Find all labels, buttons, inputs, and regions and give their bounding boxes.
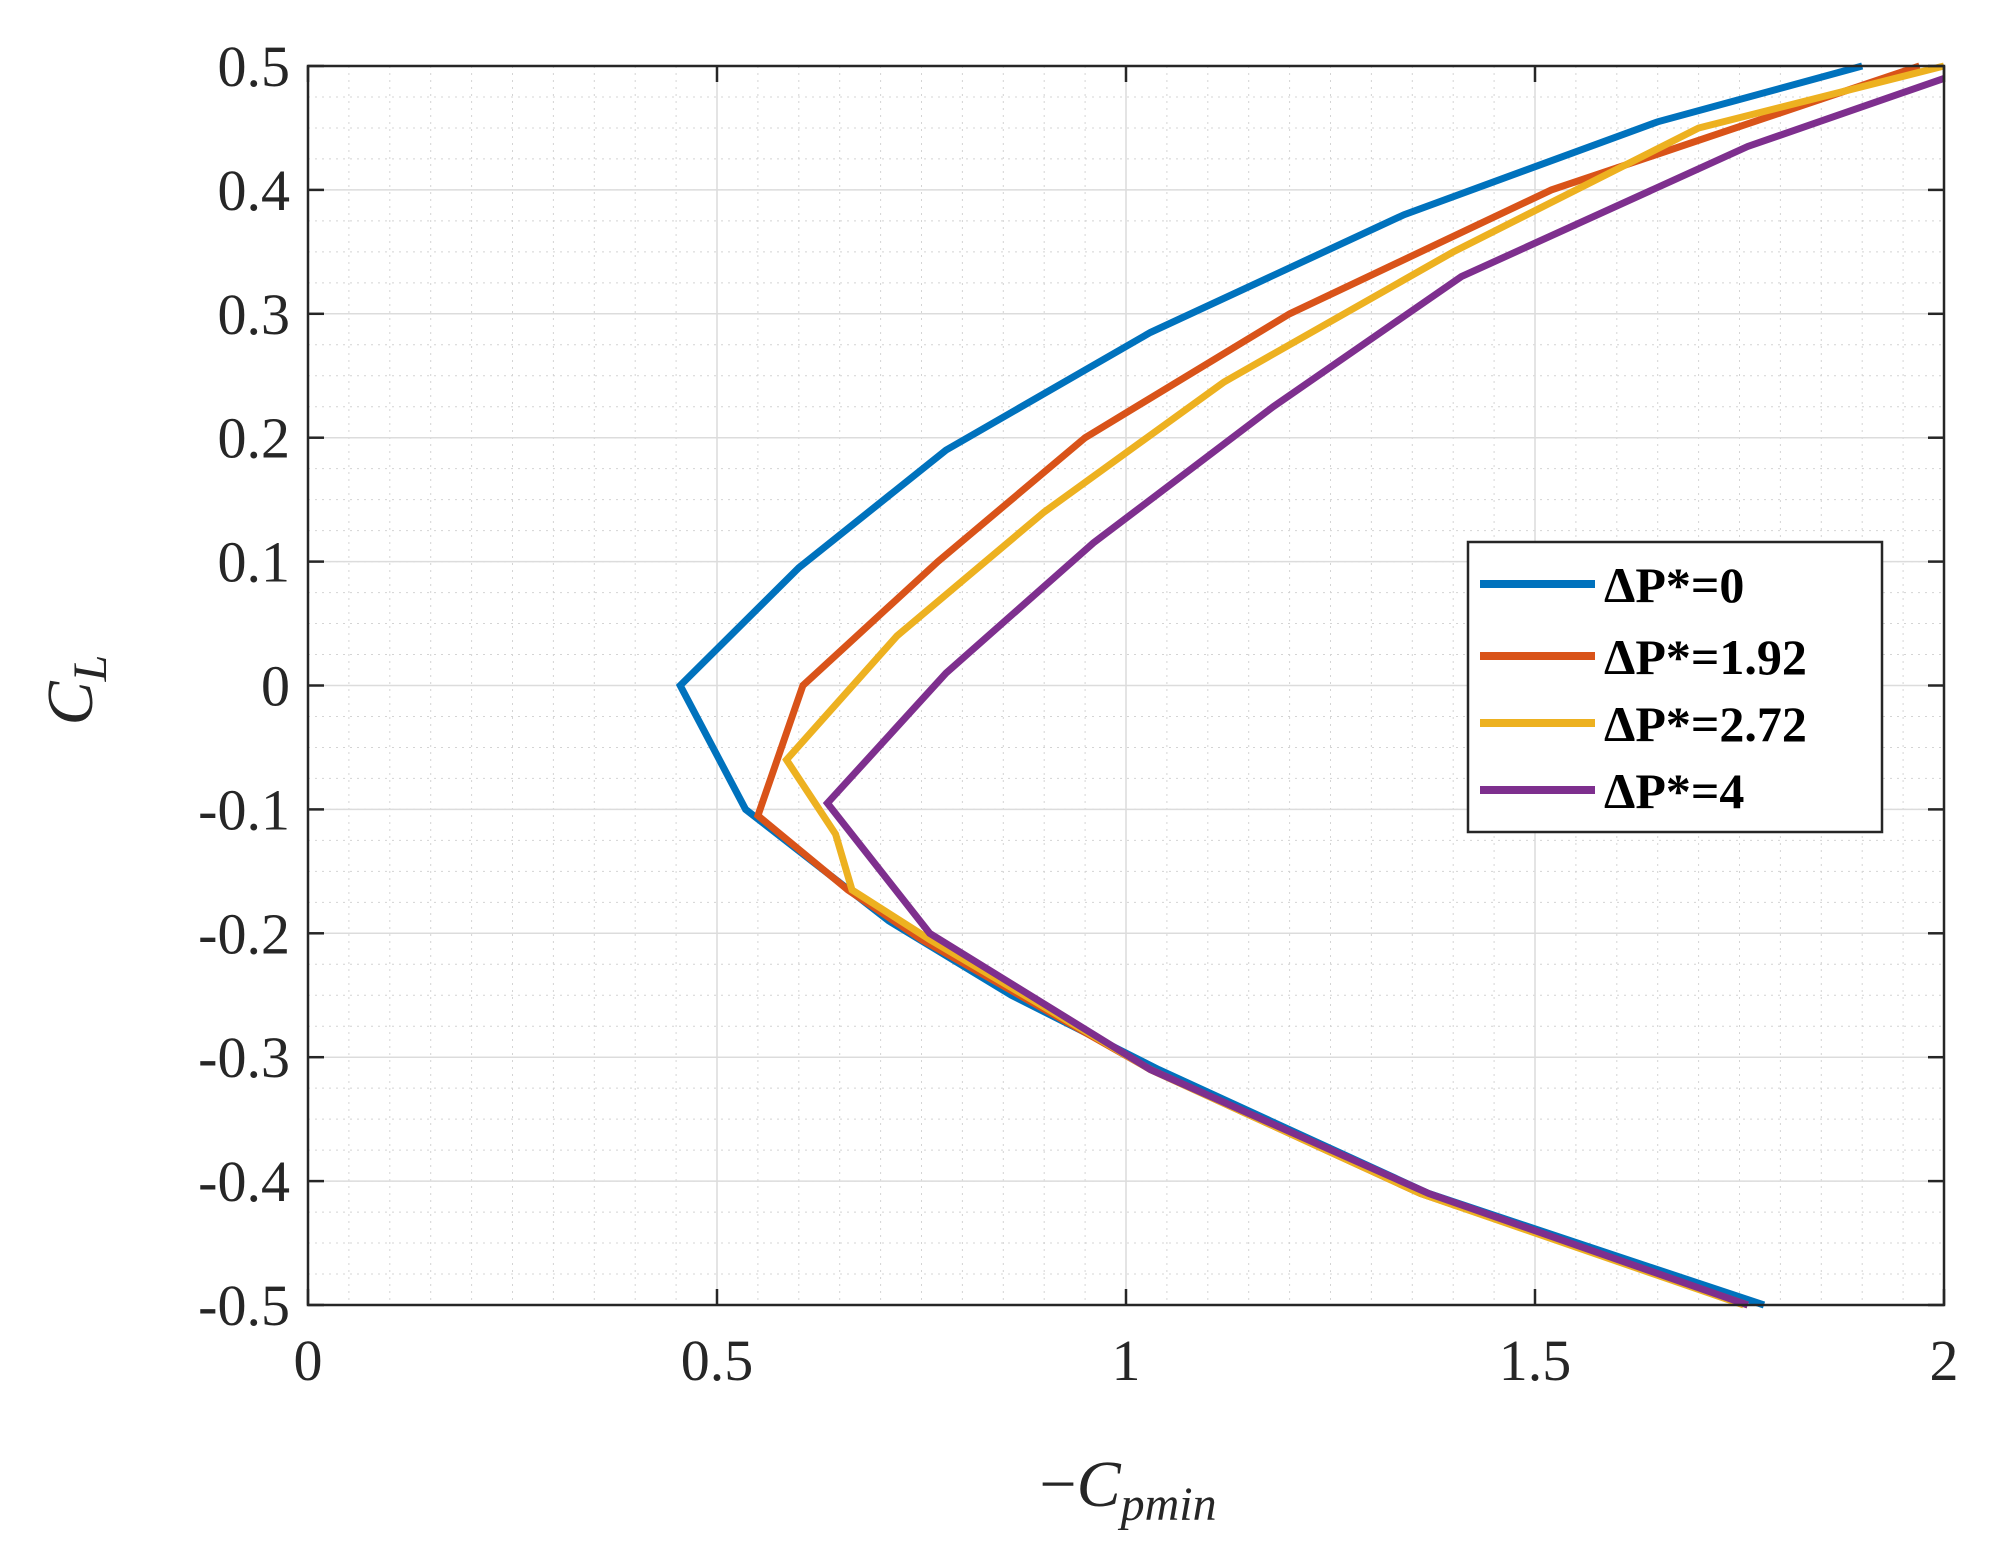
y-tick-label: -0.1 bbox=[198, 777, 290, 842]
y-tick-label: 0.3 bbox=[218, 282, 291, 347]
y-tick-label: 0.2 bbox=[218, 406, 291, 471]
tick-labels: 0 0.5 1 1.5 2 -0.5 -0.4 -0.3 -0.2 -0.1 0 0.1 0.2 0.3 0… bbox=[198, 34, 1958, 1393]
y-tick-label: 0.4 bbox=[218, 158, 291, 223]
y-tick-label: 0.5 bbox=[218, 34, 291, 99]
y-axis-label: CL bbox=[34, 655, 117, 726]
legend-entry-2: ΔP*=2.72 bbox=[1480, 696, 1807, 752]
x-tick-label: 2 bbox=[1930, 1328, 1959, 1393]
y-tick-label: 0 bbox=[261, 654, 290, 719]
y-tick-label: -0.5 bbox=[198, 1273, 290, 1338]
x-tick-label: 1.5 bbox=[1499, 1328, 1572, 1393]
legend-label-1: ΔP*=1.92 bbox=[1604, 629, 1807, 685]
y-axis-label-sub: L bbox=[64, 655, 117, 683]
x-tick-label: 1 bbox=[1112, 1328, 1141, 1393]
tick-marks bbox=[306, 64, 1946, 1307]
x-axis-label-prefix: − bbox=[1039, 1448, 1076, 1521]
legend-entry-3: ΔP*=4 bbox=[1480, 763, 1744, 819]
legend-label-0: ΔP*=0 bbox=[1604, 557, 1744, 613]
x-axis-label: −Cpmin bbox=[1039, 1448, 1216, 1531]
x-axis-label-sub: pmin bbox=[1118, 1478, 1217, 1531]
series-line-3 bbox=[822, 75, 1946, 1309]
y-tick-label: -0.4 bbox=[198, 1149, 290, 1214]
y-tick-label: -0.3 bbox=[198, 1025, 290, 1090]
legend-box bbox=[1466, 540, 1884, 834]
legend: ΔP*=0 ΔP*=1.92 ΔP*=2.72 ΔP*=4 bbox=[1466, 540, 1884, 834]
series-layer bbox=[675, 62, 1946, 1309]
x-axis-label-main: C bbox=[1077, 1448, 1122, 1521]
legend-label-3: ΔP*=4 bbox=[1604, 763, 1744, 819]
y-axis-label-main: C bbox=[34, 680, 107, 725]
y-tick-label: -0.2 bbox=[198, 901, 290, 966]
x-tick-label: 0.5 bbox=[681, 1328, 754, 1393]
legend-entry-1: ΔP*=1.92 bbox=[1480, 629, 1807, 685]
x-tick-label: 0 bbox=[294, 1328, 323, 1393]
legend-label-2: ΔP*=2.72 bbox=[1604, 696, 1807, 752]
legend-entry-0: ΔP*=0 bbox=[1480, 557, 1744, 613]
y-tick-label: 0.1 bbox=[218, 530, 291, 595]
